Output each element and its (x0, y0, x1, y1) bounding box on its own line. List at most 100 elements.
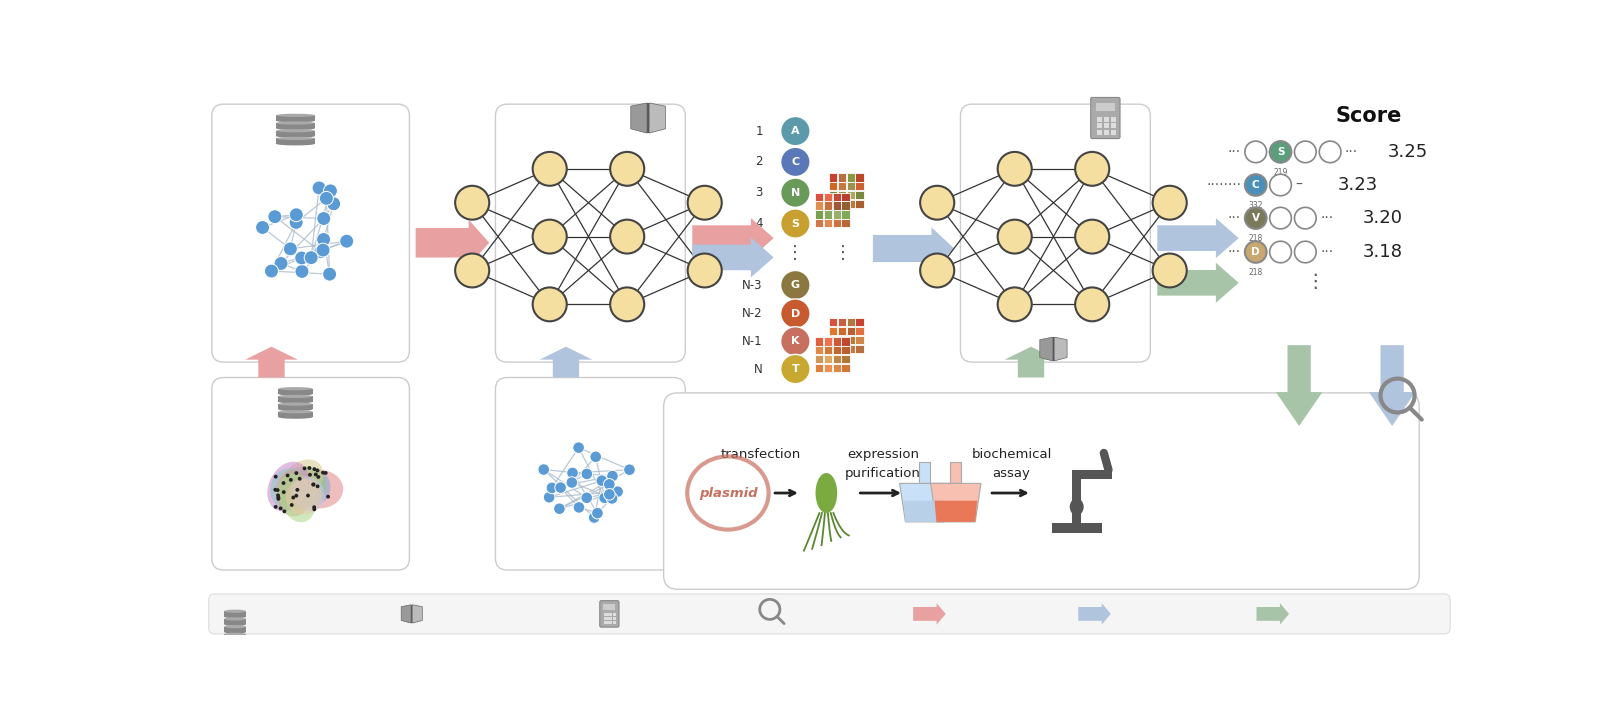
Text: 1: 1 (755, 125, 763, 138)
Bar (275, 116, 314, 121)
Circle shape (612, 486, 624, 498)
Bar (829, 200, 838, 208)
Circle shape (295, 488, 300, 492)
Text: G: G (791, 280, 800, 290)
Circle shape (290, 503, 293, 507)
Circle shape (295, 471, 298, 475)
Circle shape (267, 210, 282, 223)
Polygon shape (1369, 345, 1416, 426)
Ellipse shape (224, 630, 246, 633)
Bar (829, 336, 838, 344)
Bar (847, 318, 855, 326)
Circle shape (1244, 241, 1267, 263)
Text: 4: 4 (755, 217, 763, 230)
Text: T: T (792, 364, 799, 374)
Bar (1097, 130, 1102, 135)
Bar (823, 193, 833, 201)
Bar (1103, 130, 1110, 135)
Text: Score: Score (1335, 106, 1401, 126)
Bar (847, 174, 855, 181)
Circle shape (311, 483, 316, 486)
FancyBboxPatch shape (209, 594, 1450, 634)
Text: function: function (633, 607, 690, 621)
Bar (275, 131, 314, 136)
Circle shape (606, 493, 617, 504)
Bar (841, 364, 850, 372)
Circle shape (1076, 220, 1110, 253)
Ellipse shape (279, 416, 313, 419)
Bar (815, 364, 823, 372)
Circle shape (781, 354, 810, 383)
Circle shape (313, 508, 316, 511)
Polygon shape (1277, 345, 1322, 426)
Polygon shape (539, 347, 593, 378)
Bar (815, 346, 823, 354)
Bar (847, 345, 855, 353)
Text: N-1: N-1 (742, 335, 763, 348)
Ellipse shape (296, 470, 343, 508)
Bar (604, 617, 608, 620)
Circle shape (279, 506, 282, 511)
Bar (1111, 130, 1116, 135)
Ellipse shape (292, 468, 330, 506)
Circle shape (1319, 141, 1341, 163)
Circle shape (305, 251, 318, 265)
Circle shape (324, 184, 337, 198)
Ellipse shape (279, 403, 313, 406)
Polygon shape (914, 603, 946, 625)
Circle shape (565, 477, 578, 488)
Text: ···: ··· (1320, 245, 1333, 259)
Bar (841, 219, 850, 227)
Bar (855, 327, 863, 335)
Circle shape (546, 482, 557, 493)
FancyBboxPatch shape (212, 104, 410, 362)
Bar (841, 355, 850, 363)
Circle shape (1270, 174, 1291, 196)
Text: training: training (949, 607, 1004, 621)
Circle shape (274, 256, 288, 271)
Text: D: D (791, 308, 800, 318)
Bar (815, 219, 823, 227)
Circle shape (316, 468, 319, 473)
Polygon shape (930, 483, 982, 522)
Circle shape (1270, 141, 1291, 163)
Circle shape (290, 208, 303, 221)
Ellipse shape (292, 476, 326, 511)
Circle shape (285, 473, 290, 478)
Bar (1111, 124, 1116, 129)
Ellipse shape (279, 395, 313, 398)
Circle shape (624, 464, 635, 476)
Bar (838, 200, 846, 208)
Bar (815, 337, 823, 346)
Polygon shape (692, 237, 774, 278)
Text: 3.25: 3.25 (1387, 143, 1427, 161)
Ellipse shape (275, 121, 314, 125)
Bar (279, 404, 313, 409)
Ellipse shape (275, 137, 314, 140)
Text: N: N (753, 363, 763, 376)
Circle shape (308, 466, 311, 470)
Bar (838, 191, 846, 199)
Ellipse shape (279, 410, 313, 413)
Circle shape (288, 478, 293, 482)
Circle shape (290, 216, 303, 229)
Polygon shape (413, 605, 423, 623)
Circle shape (321, 471, 326, 475)
Bar (224, 634, 246, 640)
Bar (603, 605, 616, 610)
Bar (1103, 117, 1110, 122)
Ellipse shape (224, 615, 246, 618)
Polygon shape (873, 227, 954, 270)
Circle shape (611, 220, 645, 253)
Circle shape (292, 496, 295, 500)
Bar (279, 388, 313, 394)
Bar (815, 193, 823, 201)
Bar (224, 627, 246, 632)
Text: purification: purification (846, 467, 920, 481)
Text: ···: ··· (1228, 211, 1241, 225)
Ellipse shape (275, 129, 314, 132)
Polygon shape (245, 347, 298, 378)
Circle shape (311, 483, 316, 486)
Ellipse shape (224, 638, 246, 641)
FancyBboxPatch shape (496, 378, 685, 570)
